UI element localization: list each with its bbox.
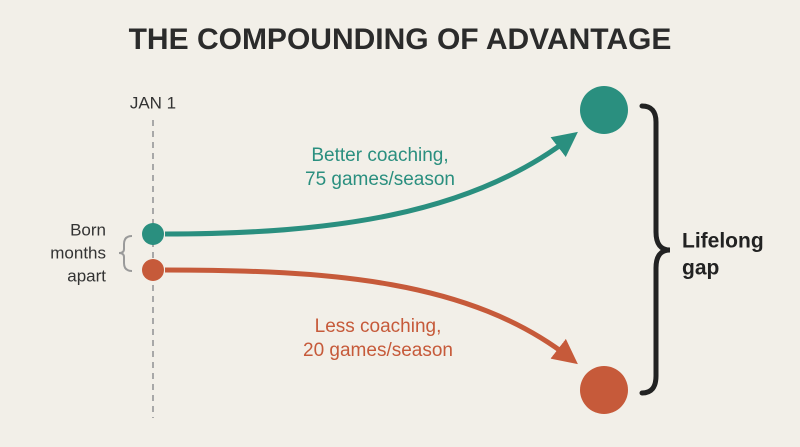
- path-label: Better coaching,: [311, 145, 448, 166]
- start-dot: [142, 259, 164, 281]
- path-label: 20 games/season: [303, 340, 453, 361]
- start-note: apart: [67, 266, 106, 285]
- start-note: months: [50, 243, 106, 262]
- marker-label: JAN 1: [130, 93, 176, 112]
- disadvantage-arrow: [164, 267, 578, 365]
- advantage-arrow: [164, 131, 578, 237]
- path-label: 75 games/season: [305, 169, 455, 190]
- path-label: Less coaching,: [315, 316, 442, 337]
- end-dot: [580, 86, 628, 134]
- small-brace: [118, 235, 133, 272]
- large-brace: [639, 103, 671, 396]
- outcome-label: gap: [682, 257, 719, 280]
- outcome-label: Lifelong: [682, 230, 764, 253]
- title: THE COMPOUNDING OF ADVANTAGE: [129, 23, 672, 56]
- start-dot: [142, 223, 164, 245]
- end-dot: [580, 366, 628, 414]
- start-note: Born: [70, 220, 106, 239]
